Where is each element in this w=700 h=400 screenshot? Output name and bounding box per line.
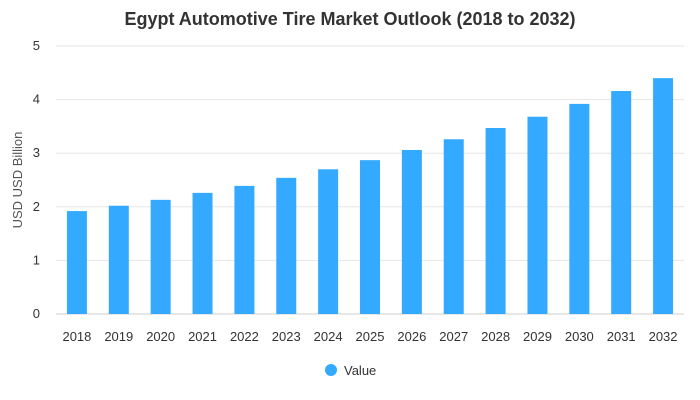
bars bbox=[66, 78, 674, 314]
x-tick-label: 2029 bbox=[523, 329, 552, 344]
bar-2028 bbox=[485, 128, 506, 314]
y-tick-label: 2 bbox=[33, 199, 40, 214]
x-tick-label: 2032 bbox=[649, 329, 678, 344]
bar-2024 bbox=[318, 169, 339, 314]
y-tick-label: 0 bbox=[33, 306, 40, 321]
x-tick-label: 2031 bbox=[607, 329, 636, 344]
x-tick-label: 2018 bbox=[62, 329, 91, 344]
legend-label-value: Value bbox=[344, 363, 376, 378]
x-tick-label: 2026 bbox=[397, 329, 426, 344]
y-tick-label: 4 bbox=[33, 92, 40, 107]
bar-2019 bbox=[108, 205, 129, 314]
x-tick-label: 2019 bbox=[104, 329, 133, 344]
x-tick-label: 2022 bbox=[230, 329, 259, 344]
bar-2030 bbox=[569, 103, 590, 314]
bar-2027 bbox=[443, 139, 464, 314]
bar-2023 bbox=[276, 177, 297, 314]
bar-2021 bbox=[192, 192, 213, 314]
x-axis-ticks: 2018 2019 2020 2021 2022 2023 2024 2025 2026 2027… bbox=[62, 329, 677, 344]
legend: Value bbox=[325, 363, 376, 378]
y-tick-label: 1 bbox=[33, 252, 40, 267]
bar-2032 bbox=[653, 78, 674, 314]
bar-2031 bbox=[611, 91, 632, 314]
y-axis-label: USD USD Billion bbox=[10, 132, 25, 229]
chart-title: Egypt Automotive Tire Market Outlook (20… bbox=[124, 9, 575, 29]
x-tick-label: 2024 bbox=[314, 329, 343, 344]
y-axis-ticks: 0 1 2 3 4 5 bbox=[33, 38, 40, 321]
legend-swatch-value bbox=[325, 364, 337, 376]
bar-2029 bbox=[527, 116, 548, 314]
bar-2026 bbox=[401, 149, 422, 314]
y-tick-label: 3 bbox=[33, 145, 40, 160]
bar-2025 bbox=[360, 160, 380, 314]
x-tick-label: 2030 bbox=[565, 329, 594, 344]
x-tick-label: 2028 bbox=[481, 329, 510, 344]
y-tick-label: 5 bbox=[33, 38, 40, 53]
bar-2022 bbox=[234, 185, 255, 314]
x-tick-label: 2021 bbox=[188, 329, 217, 344]
x-tick-label: 2023 bbox=[272, 329, 301, 344]
x-tick-label: 2025 bbox=[356, 329, 385, 344]
bar-2020 bbox=[150, 199, 171, 314]
x-tick-label: 2027 bbox=[439, 329, 468, 344]
x-tick-label: 2020 bbox=[146, 329, 175, 344]
bar-2018 bbox=[66, 211, 87, 314]
